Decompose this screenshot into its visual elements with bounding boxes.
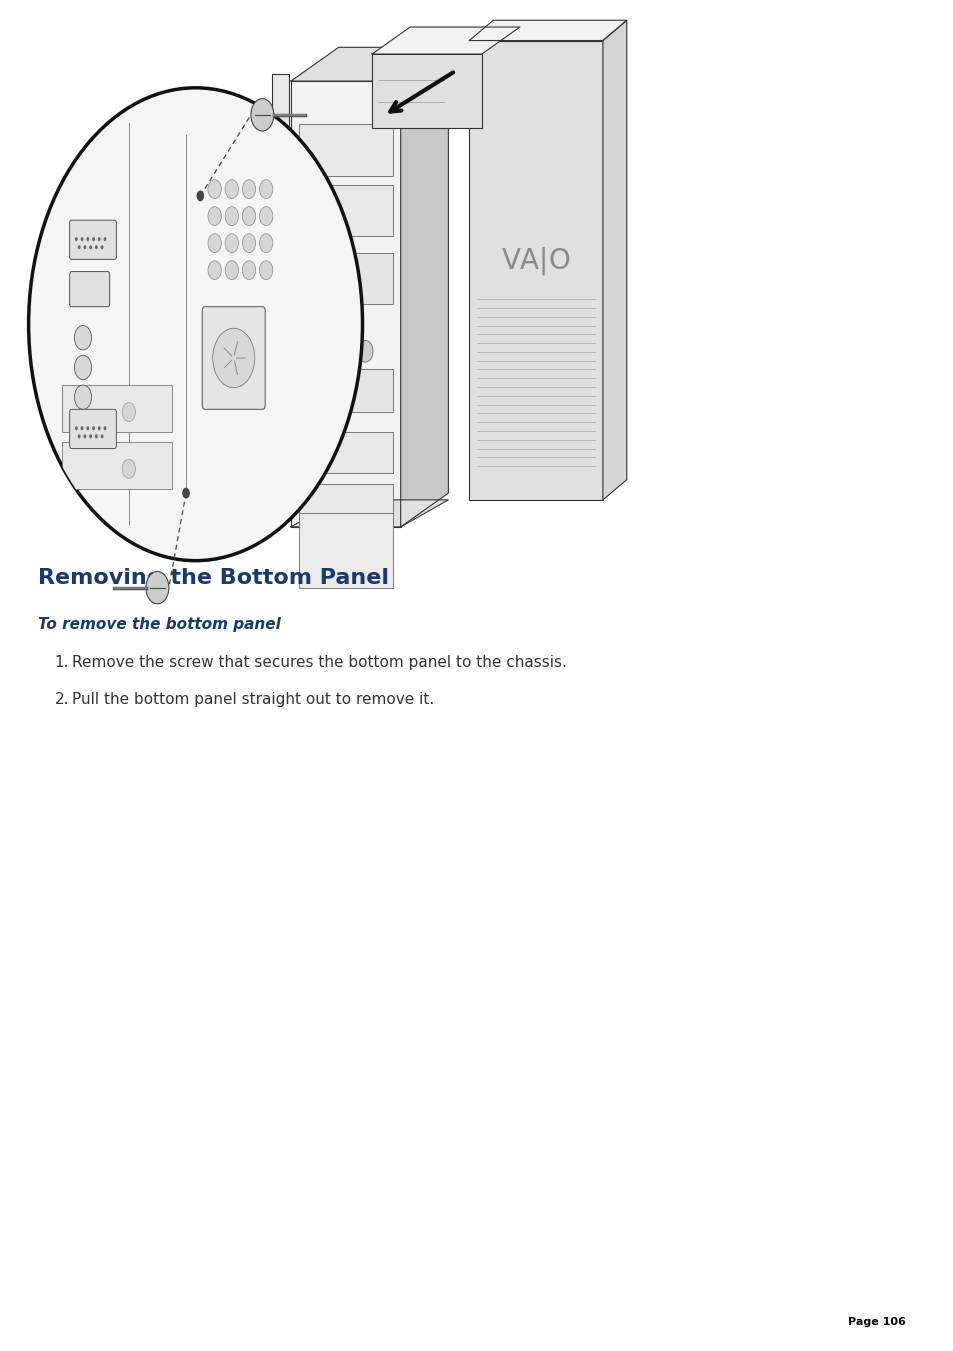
Text: Remove the screw that secures the bottom panel to the chassis.: Remove the screw that secures the bottom… bbox=[71, 655, 566, 670]
FancyBboxPatch shape bbox=[70, 409, 116, 449]
Circle shape bbox=[103, 238, 106, 240]
Circle shape bbox=[74, 426, 77, 430]
Circle shape bbox=[259, 261, 273, 280]
FancyArrowPatch shape bbox=[224, 349, 232, 357]
Bar bbox=[62, 442, 172, 489]
Bar bbox=[298, 124, 393, 176]
Circle shape bbox=[259, 180, 273, 199]
FancyArrowPatch shape bbox=[234, 342, 237, 355]
Circle shape bbox=[90, 434, 91, 438]
Bar bbox=[298, 185, 393, 236]
Circle shape bbox=[84, 434, 87, 438]
Text: Removing the Bottom Panel: Removing the Bottom Panel bbox=[38, 567, 389, 588]
Circle shape bbox=[259, 207, 273, 226]
Text: Page 106: Page 106 bbox=[847, 1317, 905, 1327]
Circle shape bbox=[196, 190, 204, 201]
Circle shape bbox=[208, 261, 221, 280]
Circle shape bbox=[225, 207, 238, 226]
Circle shape bbox=[74, 238, 77, 240]
Polygon shape bbox=[291, 500, 448, 527]
Bar bbox=[291, 81, 400, 527]
FancyBboxPatch shape bbox=[202, 307, 265, 409]
FancyBboxPatch shape bbox=[70, 220, 116, 259]
Bar bbox=[272, 74, 289, 507]
Bar bbox=[298, 432, 393, 473]
Circle shape bbox=[86, 238, 89, 240]
Circle shape bbox=[242, 261, 255, 280]
Polygon shape bbox=[469, 20, 626, 41]
Circle shape bbox=[314, 340, 329, 362]
Circle shape bbox=[182, 488, 190, 499]
Circle shape bbox=[74, 326, 91, 350]
Circle shape bbox=[242, 207, 255, 226]
Text: To remove the bottom panel: To remove the bottom panel bbox=[38, 617, 281, 632]
Circle shape bbox=[357, 340, 373, 362]
Circle shape bbox=[225, 261, 238, 280]
Text: 2.: 2. bbox=[54, 692, 69, 707]
Circle shape bbox=[103, 426, 106, 430]
Text: $\sf{VA|O}$: $\sf{VA|O}$ bbox=[501, 245, 570, 277]
Circle shape bbox=[225, 180, 238, 199]
Circle shape bbox=[74, 355, 91, 380]
Circle shape bbox=[122, 403, 135, 422]
Circle shape bbox=[86, 426, 89, 430]
Bar bbox=[469, 41, 602, 500]
Bar bbox=[298, 513, 393, 588]
FancyArrowPatch shape bbox=[224, 359, 232, 367]
Circle shape bbox=[91, 238, 95, 240]
Circle shape bbox=[101, 246, 103, 250]
Bar bbox=[372, 54, 481, 128]
Circle shape bbox=[208, 207, 221, 226]
Circle shape bbox=[74, 385, 91, 409]
Circle shape bbox=[208, 180, 221, 199]
Polygon shape bbox=[291, 47, 448, 81]
Text: 1.: 1. bbox=[54, 655, 69, 670]
Circle shape bbox=[146, 571, 169, 604]
Circle shape bbox=[90, 246, 91, 250]
Circle shape bbox=[242, 180, 255, 199]
Circle shape bbox=[335, 340, 351, 362]
Circle shape bbox=[251, 99, 274, 131]
Circle shape bbox=[97, 238, 101, 240]
Polygon shape bbox=[372, 27, 519, 54]
Circle shape bbox=[213, 328, 254, 388]
FancyArrowPatch shape bbox=[234, 361, 237, 374]
Circle shape bbox=[122, 459, 135, 478]
Polygon shape bbox=[602, 20, 626, 500]
Circle shape bbox=[78, 246, 80, 250]
Circle shape bbox=[95, 246, 98, 250]
Circle shape bbox=[242, 234, 255, 253]
Circle shape bbox=[101, 434, 103, 438]
Bar bbox=[298, 484, 393, 524]
Circle shape bbox=[91, 426, 95, 430]
Circle shape bbox=[97, 426, 101, 430]
Polygon shape bbox=[400, 47, 448, 527]
Circle shape bbox=[80, 238, 84, 240]
Circle shape bbox=[80, 426, 84, 430]
Circle shape bbox=[95, 434, 98, 438]
Bar bbox=[298, 369, 393, 412]
Circle shape bbox=[208, 234, 221, 253]
Bar bbox=[62, 385, 172, 432]
Bar bbox=[298, 253, 393, 304]
Circle shape bbox=[84, 246, 87, 250]
Circle shape bbox=[78, 434, 80, 438]
FancyBboxPatch shape bbox=[70, 272, 110, 307]
Circle shape bbox=[29, 88, 362, 561]
Circle shape bbox=[259, 234, 273, 253]
Text: Pull the bottom panel straight out to remove it.: Pull the bottom panel straight out to re… bbox=[71, 692, 434, 707]
Circle shape bbox=[225, 234, 238, 253]
